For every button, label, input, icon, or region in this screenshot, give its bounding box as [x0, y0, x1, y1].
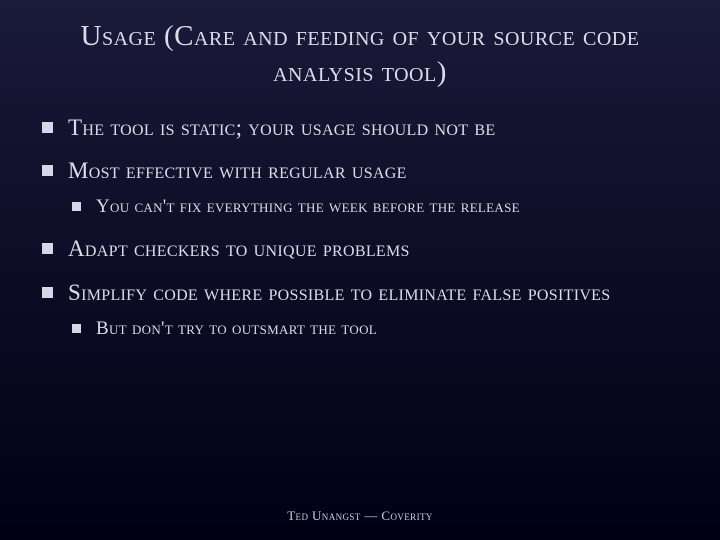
- list-item: Adapt checkers to unique problems: [38, 234, 682, 263]
- sub-bullet-list: You can't fix everything the week before…: [68, 195, 682, 220]
- list-item: Simplify code where possible to eliminat…: [38, 278, 682, 342]
- list-item-text: Simplify code where possible to eliminat…: [68, 280, 610, 305]
- list-item-text: The tool is static; your usage should no…: [68, 115, 495, 140]
- slide: Usage (Care and feeding of your source c…: [0, 0, 720, 540]
- sub-bullet-list: But don't try to outsmart the tool: [68, 317, 682, 342]
- slide-title: Usage (Care and feeding of your source c…: [38, 18, 682, 91]
- list-item: But don't try to outsmart the tool: [68, 317, 682, 342]
- square-bullet-icon: [42, 165, 53, 176]
- list-item: Most effective with regular usage You ca…: [38, 156, 682, 220]
- square-bullet-icon: [42, 287, 53, 298]
- square-bullet-icon: [72, 202, 81, 211]
- slide-footer: Ted Unangst — Coverity: [0, 508, 720, 524]
- square-bullet-icon: [42, 243, 53, 254]
- square-bullet-icon: [42, 122, 53, 133]
- list-item-text: Most effective with regular usage: [68, 158, 407, 183]
- list-item: The tool is static; your usage should no…: [38, 113, 682, 142]
- list-item-text: Adapt checkers to unique problems: [68, 236, 410, 261]
- bullet-list: The tool is static; your usage should no…: [38, 113, 682, 342]
- square-bullet-icon: [72, 324, 81, 333]
- list-item-text: But don't try to outsmart the tool: [96, 318, 377, 339]
- list-item: You can't fix everything the week before…: [68, 195, 682, 220]
- list-item-text: You can't fix everything the week before…: [96, 196, 520, 217]
